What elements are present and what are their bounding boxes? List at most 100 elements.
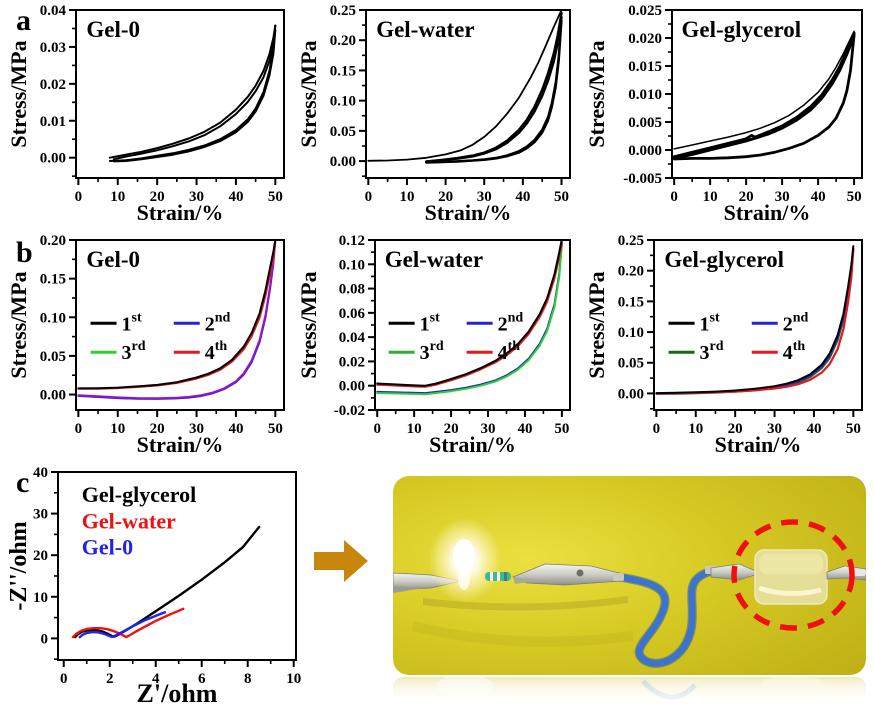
y-tick-label: 0.20: [618, 264, 644, 280]
series-cycle-1: [655, 245, 855, 395]
y-tick-label: 30: [33, 507, 48, 523]
chart-svg-a3: 0 10 20 30 40 50 -0.005 0.000 0.005 0.010 0.015 0.0…: [584, 3, 863, 225]
legend-label-1st: 1st: [122, 310, 142, 335]
series-cycle-1: [77, 240, 277, 390]
chart-svg-b2: 0 10 20 30 40 50 -0.02 0.00 0.02 0.04 0.06 0.08 0.10…: [296, 233, 571, 457]
chart-svg-b3: 0 10 20 30 40 50 0.00 0.05 0.10 0.15 0.20 0.25 Strai…: [584, 233, 863, 457]
x-axis-label: Strain/%: [137, 200, 224, 225]
y-tick-label: 0.05: [40, 349, 66, 365]
chart-title: Gel-glycerol: [682, 17, 802, 42]
legend-label-2nd: 2nd: [498, 310, 524, 335]
chart-b-gelwater: 0 10 20 30 40 50 -0.02 0.00 0.02 0.04 0.06 0.08 0.10…: [296, 232, 578, 460]
x-axis-label: Strain/%: [715, 432, 802, 457]
y-tick-label: 0.010: [628, 87, 662, 103]
series-unloading-2: [425, 19, 563, 164]
y-tick-label: 0.015: [628, 59, 662, 75]
x-tick-label: 10: [407, 421, 422, 437]
chart-c-nyquist: 0 2 4 6 8 10 0 10 20 30 40 Z'/ohm -Z''/ohm Gel-glycer…: [6, 464, 304, 710]
legend-label-3rd: 3rd: [420, 339, 444, 364]
x-tick-label: 0: [373, 421, 381, 437]
arrow-right-shape: [314, 540, 368, 582]
y-tick-label: 0.00: [330, 154, 356, 170]
x-axis-label: Strain/%: [724, 200, 811, 225]
y-tick-label: 0.10: [40, 310, 66, 326]
chart-b-gel0: 0 10 20 30 40 50 0.00 0.05 0.10 0.15 0.20 Strain/% S…: [6, 232, 292, 460]
x-tick-label: 20: [739, 189, 754, 205]
series-loading-bundle-1: [672, 31, 856, 159]
reflection-fade: [393, 677, 866, 713]
chart-b-gelglycerol: 0 10 20 30 40 50 0.00 0.05 0.10 0.15 0.20 0.25 Strai…: [584, 232, 870, 460]
y-tick-label: 0: [41, 631, 49, 647]
y-axis-label: Stress/MPa: [296, 40, 321, 147]
gel-dashed-ellipse: [731, 519, 855, 631]
x-tick-label: 30: [477, 189, 492, 205]
chart-title: Gel-water: [376, 17, 474, 42]
y-tick-label: 0.12: [339, 233, 365, 249]
x-axis-label: Strain/%: [425, 200, 512, 225]
x-tick-label: 10: [286, 671, 301, 687]
y-tick-label: 0.25: [330, 3, 356, 19]
y-tick-label: 0.000: [628, 143, 662, 159]
chart-title: Gel-water: [385, 247, 483, 272]
x-tick-label: 40: [515, 189, 530, 205]
series-unloading-2: [112, 29, 277, 163]
x-tick-label: 30: [189, 189, 204, 205]
x-axis-label: Strain/%: [137, 432, 224, 457]
photo-reflection: [393, 674, 866, 713]
y-tick-label: 0.04: [339, 330, 366, 346]
y-tick-label: 0.00: [339, 379, 365, 395]
x-axis-label: Z'/ohm: [137, 679, 218, 708]
photo-shadow: [423, 596, 628, 611]
x-tick-label: 50: [268, 189, 283, 205]
series-loading-2: [112, 29, 277, 161]
chart-title: Gel-glycerol: [664, 247, 784, 272]
series-loading-bundle-2: [672, 34, 856, 160]
x-tick-label: 0: [365, 189, 373, 205]
photo-shadow-streak: [411, 621, 634, 647]
alligator-clip-right-b: [826, 565, 867, 581]
led-lower-glow: [458, 568, 470, 590]
y-tick-label: 0.005: [628, 115, 662, 131]
x-tick-label: 40: [228, 421, 243, 437]
legend-label-3rd: 3rd: [700, 339, 724, 364]
wire-ferrule-left: [613, 573, 624, 581]
x-tick-label: 20: [438, 189, 453, 205]
gel-sample: [754, 549, 828, 605]
y-tick-label: -0.005: [623, 171, 662, 187]
y-tick-label: 40: [33, 465, 48, 481]
plot-frame: [653, 239, 863, 411]
y-tick-label: 0.02: [40, 77, 66, 93]
led-core: [453, 539, 475, 573]
x-tick-label: 10: [703, 189, 718, 205]
y-tick-label: 20: [33, 548, 48, 564]
x-tick-label: 10: [688, 421, 703, 437]
legend-label-2nd: 2nd: [205, 310, 231, 335]
x-axis-label: Strain/%: [429, 432, 516, 457]
y-tick-label: 0.15: [40, 272, 66, 288]
x-tick-label: 8: [244, 671, 252, 687]
nyquist-legend-gel-water: Gel-water: [82, 508, 176, 533]
y-tick-label: 0.025: [628, 3, 662, 19]
x-tick-label: 30: [189, 421, 204, 437]
y-tick-label: 0.10: [339, 257, 365, 273]
chart-svg-c1: 0 2 4 6 8 10 0 10 20 30 40 Z'/ohm -Z''/ohm Gel-glycer…: [6, 465, 301, 708]
y-tick-label: 0.05: [330, 124, 356, 140]
series-first-loading: [367, 10, 563, 162]
x-tick-label: 30: [481, 421, 496, 437]
y-tick-label: 0.00: [40, 151, 66, 167]
legend-label-3rd: 3rd: [122, 339, 146, 364]
panel-label-c: c: [16, 466, 30, 499]
x-tick-label: 50: [554, 421, 569, 437]
y-tick-label: 0.08: [339, 282, 365, 298]
y-axis-label: -Z''/ohm: [6, 521, 32, 610]
series-loading-bundle-2: [425, 16, 563, 163]
x-tick-label: 0: [60, 671, 68, 687]
series-cycle-4: [376, 241, 563, 388]
arrow-right-icon: [314, 540, 368, 582]
y-tick-label: -0.02: [334, 403, 365, 419]
x-tick-label: 40: [811, 189, 826, 205]
y-axis-label: Stress/MPa: [584, 271, 609, 378]
series-first-loading: [673, 30, 855, 150]
x-tick-label: 50: [846, 421, 861, 437]
resistor: [485, 572, 511, 581]
